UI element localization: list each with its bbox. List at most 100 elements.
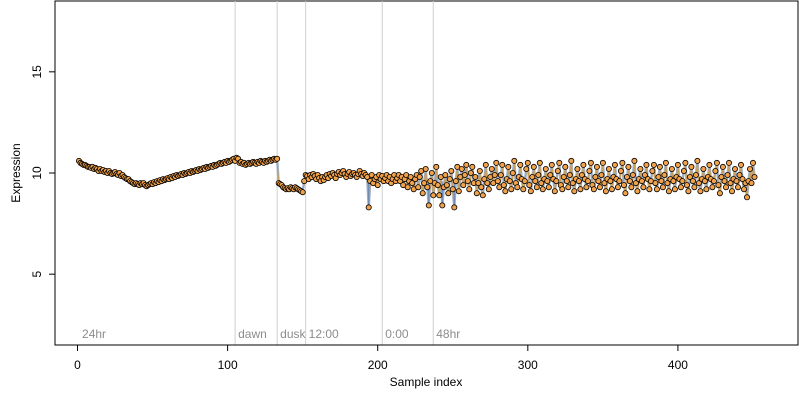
data-point: [712, 167, 719, 174]
data-point: [665, 188, 672, 195]
data-point: [409, 180, 416, 187]
data-point: [415, 184, 422, 191]
data-point: [442, 171, 449, 178]
data-point: [656, 163, 663, 170]
data-point: [614, 184, 621, 191]
data-point: [374, 182, 381, 189]
x-axis: 0 100 200 300 400: [74, 344, 688, 372]
data-point: [632, 180, 639, 187]
data-point: [735, 184, 742, 191]
data-point: [562, 163, 569, 170]
y-axis: 5 10 15: [30, 65, 56, 278]
data-point: [499, 161, 506, 168]
data-point: [751, 173, 758, 180]
data-point: [514, 184, 521, 191]
data-point: [443, 182, 450, 189]
data-point: [422, 165, 429, 172]
marker-label-0: dawn: [238, 327, 267, 341]
data-point: [568, 157, 575, 164]
data-point: [554, 167, 561, 174]
data-point: [738, 161, 745, 168]
data-point: [671, 186, 678, 193]
data-point: [439, 202, 446, 209]
data-point: [694, 157, 701, 164]
data-point: [569, 180, 576, 187]
data-point: [686, 173, 693, 180]
data-point: [661, 171, 668, 178]
data-point: [680, 167, 687, 174]
data-point: [668, 165, 675, 172]
data-point: [421, 180, 428, 187]
data-point: [299, 189, 306, 196]
data-point: [433, 163, 440, 170]
x-tick-label: 0: [74, 358, 81, 372]
data-point: [605, 165, 612, 172]
data-point: [701, 178, 708, 185]
x-tick-label: 300: [518, 358, 538, 372]
data-point: [565, 184, 572, 191]
data-point: [539, 186, 546, 193]
data-point: [560, 173, 567, 180]
data-point: [571, 188, 578, 195]
data-point: [674, 161, 681, 168]
data-point: [631, 157, 638, 164]
data-point: [596, 184, 603, 191]
data-point: [692, 171, 699, 178]
data-point: [527, 188, 534, 195]
data-point: [629, 171, 636, 178]
data-point: [677, 184, 684, 191]
data-point: [449, 186, 456, 193]
data-point: [526, 182, 533, 189]
x-tick-label: 100: [218, 358, 238, 372]
data-point: [608, 186, 615, 193]
data-point: [436, 192, 443, 199]
data-point: [416, 173, 423, 180]
data-point: [521, 178, 528, 185]
data-point: [434, 182, 441, 189]
data-point: [638, 178, 645, 185]
marker-label-3: 0:00: [385, 327, 409, 341]
data-point: [517, 161, 524, 168]
data-point: [536, 159, 543, 166]
data-point: [593, 163, 600, 170]
data-point: [451, 204, 458, 211]
data-point: [592, 173, 599, 180]
data-point: [637, 165, 644, 172]
data-point: [733, 178, 740, 185]
data-point: [601, 180, 608, 187]
data-point: [700, 165, 707, 172]
data-point: [485, 186, 492, 193]
data-point: [695, 180, 702, 187]
x-axis-label: Sample index: [390, 375, 463, 389]
data-point: [545, 184, 552, 191]
data-point: [460, 182, 467, 189]
data-point: [732, 165, 739, 172]
data-point: [710, 178, 717, 185]
data-point: [611, 161, 618, 168]
data-point: [713, 159, 720, 166]
data-point: [556, 159, 563, 166]
data-point: [502, 188, 509, 195]
y-axis-label: Expression: [9, 143, 23, 202]
data-point: [523, 165, 530, 172]
data-point: [643, 161, 650, 168]
data-point: [481, 176, 488, 183]
data-point: [491, 171, 498, 178]
data-point: [587, 159, 594, 166]
data-point: [723, 184, 730, 191]
marker-label-4: 48hr: [436, 327, 460, 341]
data-point: [458, 165, 465, 172]
data-point: [430, 192, 437, 199]
data-point: [365, 204, 372, 211]
data-point: [446, 176, 453, 183]
data-point: [641, 171, 648, 178]
data-point: [428, 169, 435, 176]
data-point: [750, 159, 757, 166]
data-point: [709, 184, 716, 191]
data-point: [479, 192, 486, 199]
data-point: [685, 188, 692, 195]
data-point: [646, 186, 653, 193]
data-point: [455, 188, 462, 195]
data-point: [602, 188, 609, 195]
data-point: [598, 171, 605, 178]
